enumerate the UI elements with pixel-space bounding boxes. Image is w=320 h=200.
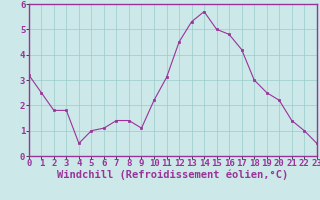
X-axis label: Windchill (Refroidissement éolien,°C): Windchill (Refroidissement éolien,°C) bbox=[57, 170, 288, 180]
